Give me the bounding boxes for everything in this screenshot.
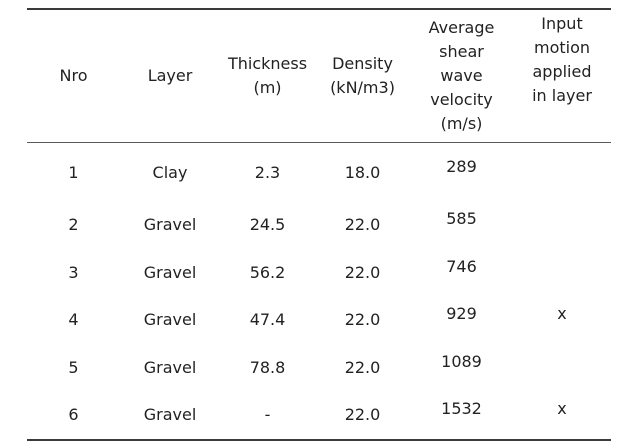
velocity-value: 746: [446, 256, 477, 276]
header-line: motion: [533, 38, 591, 57]
header-line: Density: [332, 54, 393, 73]
header-line: in layer: [532, 86, 592, 105]
cell-density: 22.0: [344, 215, 381, 235]
cell-input-motion: [513, 344, 611, 392]
table-row: 3 Gravel 56.2 22.0 746: [27, 249, 611, 297]
header-density: Density (kN/m3): [315, 9, 410, 143]
header-line: velocity: [430, 90, 493, 109]
header-line: shear: [439, 42, 484, 61]
cell-layer: Gravel: [143, 310, 197, 330]
cell-density: 22.0: [344, 262, 381, 282]
cell-density: 22.0: [344, 405, 381, 425]
cell-thickness: 2.3: [254, 162, 281, 182]
cell-layer: Gravel: [143, 405, 197, 425]
cell-density: 18.0: [344, 162, 381, 182]
header-thickness: Thickness (m): [220, 9, 315, 143]
cell-velocity: 1089: [410, 344, 513, 392]
table-body: 1 Clay 2.3 18.0 289 2 Gravel 24.5 22.0 5…: [27, 143, 611, 440]
cell-input-motion: [513, 249, 611, 297]
velocity-value: 1532: [441, 399, 482, 419]
cell-thickness: 47.4: [249, 310, 286, 330]
header-line: applied: [532, 62, 592, 81]
cell-nro: 3: [68, 262, 79, 282]
header-velocity: Average shear wave velocity (m/s): [410, 9, 513, 143]
velocity-value: 1089: [441, 351, 482, 371]
header-line: (m): [253, 78, 282, 97]
soil-layer-table-container: Nro Layer Thickness (m) Density (kN/m3) …: [27, 8, 611, 441]
cell-input-motion: [513, 143, 611, 202]
cell-thickness: 56.2: [249, 262, 286, 282]
table-header: Nro Layer Thickness (m) Density (kN/m3) …: [27, 9, 611, 143]
cell-velocity: 289: [410, 143, 513, 202]
header-layer: Layer: [120, 9, 220, 143]
cell-velocity: 1532: [410, 391, 513, 440]
cell-velocity: 929: [410, 296, 513, 344]
header-line: Nro: [59, 66, 88, 85]
cell-layer: Clay: [152, 162, 188, 182]
cell-velocity: 585: [410, 201, 513, 249]
header-line: Thickness: [227, 54, 308, 73]
table-row: 4 Gravel 47.4 22.0 929 x: [27, 296, 611, 344]
header-row: Nro Layer Thickness (m) Density (kN/m3) …: [27, 9, 611, 143]
cell-thickness: -: [264, 405, 271, 425]
header-line: (m/s): [440, 114, 483, 133]
input-motion-mark: x: [557, 304, 567, 324]
table-row: 1 Clay 2.3 18.0 289: [27, 143, 611, 202]
velocity-value: 585: [446, 209, 477, 229]
cell-input-motion: x: [513, 296, 611, 344]
header-line: Input: [541, 14, 583, 33]
table-row: 2 Gravel 24.5 22.0 585: [27, 201, 611, 249]
header-nro: Nro: [27, 9, 120, 143]
cell-layer: Gravel: [143, 357, 197, 377]
cell-density: 22.0: [344, 357, 381, 377]
cell-input-motion: x: [513, 391, 611, 440]
soil-layer-table: Nro Layer Thickness (m) Density (kN/m3) …: [27, 8, 611, 441]
table-row: 5 Gravel 78.8 22.0 1089: [27, 344, 611, 392]
header-input-motion: Input motion applied in layer: [513, 9, 611, 143]
input-motion-mark: x: [557, 399, 567, 419]
cell-nro: 2: [68, 215, 79, 235]
cell-density: 22.0: [344, 310, 381, 330]
cell-input-motion: [513, 201, 611, 249]
table-row: 6 Gravel - 22.0 1532 x: [27, 391, 611, 440]
header-line: Layer: [147, 66, 193, 85]
cell-nro: 4: [68, 310, 79, 330]
header-line: Average: [428, 18, 495, 37]
cell-layer: Gravel: [143, 215, 197, 235]
cell-nro: 5: [68, 357, 79, 377]
cell-nro: 6: [68, 405, 79, 425]
velocity-value: 289: [446, 156, 477, 176]
header-line: wave: [440, 66, 483, 85]
velocity-value: 929: [446, 304, 477, 324]
cell-velocity: 746: [410, 249, 513, 297]
header-line: (kN/m3): [330, 78, 395, 97]
cell-thickness: 78.8: [249, 357, 286, 377]
cell-thickness: 24.5: [249, 215, 286, 235]
cell-layer: Gravel: [143, 262, 197, 282]
cell-nro: 1: [68, 162, 79, 182]
